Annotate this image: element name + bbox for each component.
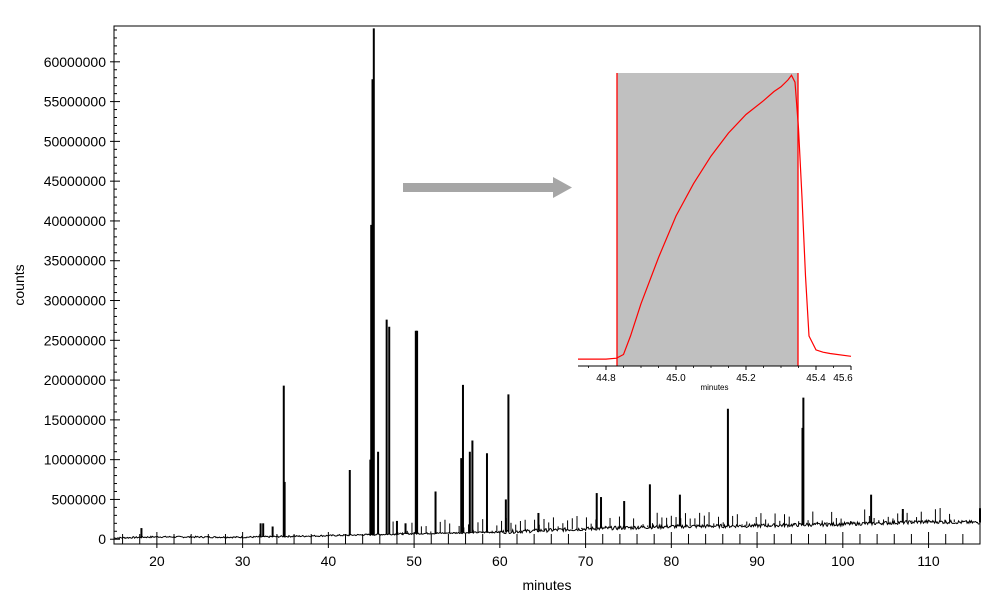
x-tick-label-20: 20 bbox=[149, 553, 165, 569]
y-tick-label-50000000: 50000000 bbox=[44, 133, 107, 149]
y-tick-label-20000000: 20000000 bbox=[44, 372, 107, 388]
y-tick-label-10000000: 10000000 bbox=[44, 452, 107, 468]
inset-x-tick-label-45.6: 45.6 bbox=[833, 373, 853, 384]
y-axis-label: counts bbox=[11, 264, 27, 305]
x-tick-label-70: 70 bbox=[578, 553, 594, 569]
x-tick-label-30: 30 bbox=[235, 553, 251, 569]
x-tick-label-60: 60 bbox=[492, 553, 508, 569]
y-tick-label-5000000: 5000000 bbox=[51, 491, 106, 507]
pointer-arrow-shaft bbox=[403, 183, 555, 192]
inset-x-tick-label-44.8: 44.8 bbox=[596, 373, 616, 384]
pointer-arrow-head bbox=[553, 177, 572, 198]
y-tick-label-45000000: 45000000 bbox=[44, 173, 107, 189]
x-tick-label-100: 100 bbox=[831, 553, 855, 569]
x-axis-label: minutes bbox=[522, 577, 571, 593]
x-tick-label-90: 90 bbox=[749, 553, 765, 569]
inset-x-tick-label-45.0: 45.0 bbox=[666, 373, 686, 384]
inset-x-tick-label-45.2: 45.2 bbox=[736, 373, 756, 384]
chromatogram-baseline bbox=[113, 518, 981, 540]
y-tick-label-35000000: 35000000 bbox=[44, 253, 107, 269]
y-tick-label-55000000: 55000000 bbox=[44, 94, 107, 110]
y-tick-label-30000000: 30000000 bbox=[44, 293, 107, 309]
inset-peak-trace bbox=[578, 74, 852, 360]
y-tick-label-25000000: 25000000 bbox=[44, 332, 107, 348]
x-tick-label-110: 110 bbox=[917, 553, 940, 569]
y-tick-label-0: 0 bbox=[98, 531, 106, 547]
y-tick-label-60000000: 60000000 bbox=[44, 54, 107, 70]
inset-x-axis-label: minutes bbox=[700, 383, 728, 392]
inset-integration-region bbox=[617, 73, 798, 366]
x-tick-label-50: 50 bbox=[406, 553, 422, 569]
y-tick-label-40000000: 40000000 bbox=[44, 213, 107, 229]
y-tick-label-15000000: 15000000 bbox=[44, 412, 107, 428]
x-tick-label-80: 80 bbox=[664, 553, 680, 569]
x-tick-label-40: 40 bbox=[321, 553, 337, 569]
inset-x-tick-label-45.4: 45.4 bbox=[806, 373, 826, 384]
